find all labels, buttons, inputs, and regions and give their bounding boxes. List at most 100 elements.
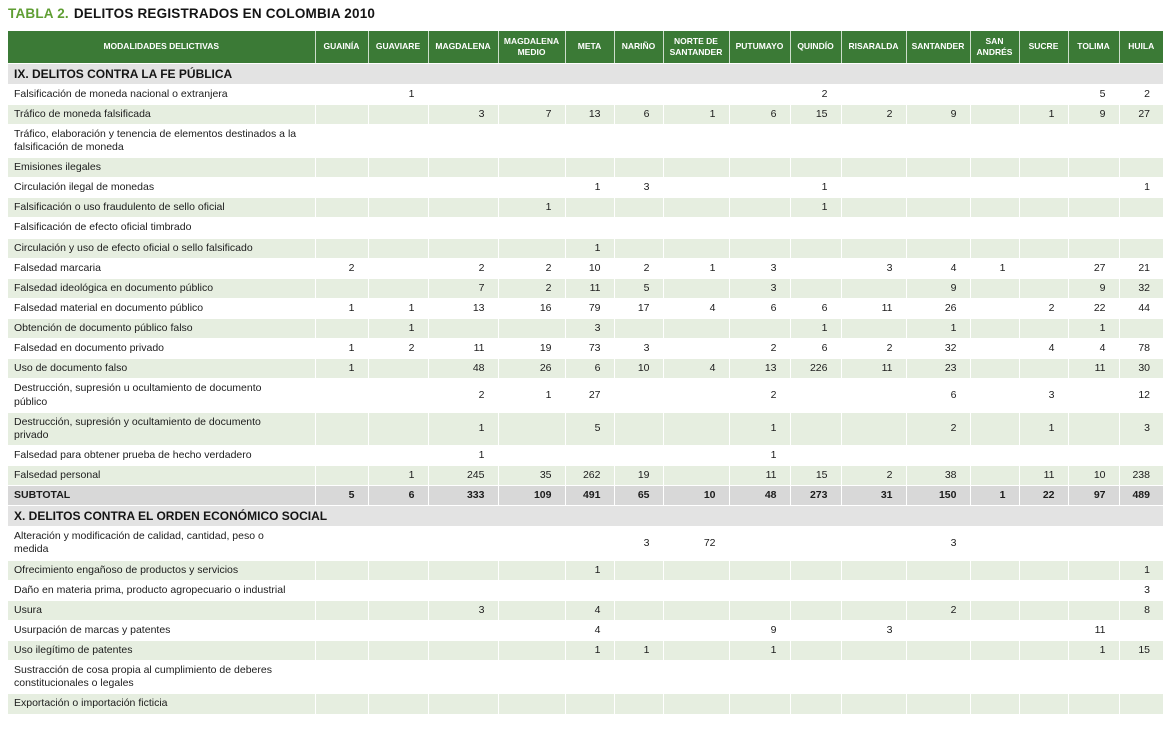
value-cell	[315, 445, 369, 467]
value-cell	[790, 157, 842, 179]
value-cell: 3	[841, 258, 907, 279]
value-cell	[315, 104, 369, 125]
value-cell: 491	[565, 485, 615, 507]
header-row: MODALIDADES DELICTIVAS GUAINÍA GUAVIARE MAG…	[8, 31, 1163, 64]
value-cell: 23	[906, 358, 971, 380]
value-cell	[315, 378, 369, 413]
column-header-modalidades-delictivas: MODALIDADES DELICTIVAS	[8, 31, 316, 64]
value-cell: 11	[841, 358, 907, 380]
value-cell: 150	[906, 485, 971, 507]
value-cell: 1	[315, 338, 369, 360]
value-cell: 1	[790, 318, 842, 340]
value-cell: 2	[729, 338, 791, 360]
value-cell: 238	[1119, 465, 1163, 487]
value-cell	[498, 640, 566, 662]
table-row: Falsedad marcaria 2 2 2 10 2 1 3 3 4 1 27 21	[8, 258, 1163, 279]
value-cell: 5	[614, 278, 664, 299]
value-cell	[729, 660, 791, 695]
table-row: Daño en materia prima, producto agropecu…	[8, 580, 1163, 601]
value-cell	[428, 157, 499, 179]
value-cell	[1019, 318, 1069, 340]
value-cell	[841, 640, 907, 662]
value-cell	[841, 278, 907, 299]
value-cell	[315, 238, 369, 259]
value-cell: 3	[614, 177, 664, 199]
table-row: Destrucción, supresión u ocultamiento de…	[8, 378, 1163, 413]
value-cell	[1068, 238, 1120, 259]
value-cell	[1019, 620, 1069, 642]
value-cell	[315, 640, 369, 662]
value-cell	[428, 640, 499, 662]
value-cell: 1	[1119, 177, 1163, 199]
value-cell	[663, 600, 730, 621]
value-cell: 32	[906, 338, 971, 360]
value-cell	[315, 580, 369, 601]
value-cell	[315, 177, 369, 199]
value-cell	[663, 465, 730, 487]
table-row: Sustracción de cosa propia al cumplimien…	[8, 660, 1163, 695]
value-cell: 2	[614, 258, 664, 279]
column-header-1: GUAVIARE	[368, 31, 429, 64]
value-cell: 8	[1119, 600, 1163, 621]
value-cell: 3	[906, 526, 971, 561]
value-cell	[970, 412, 1020, 446]
value-cell	[315, 217, 369, 239]
row-label: Circulación ilegal de monedas	[8, 177, 316, 199]
value-cell	[1068, 560, 1120, 581]
value-cell	[565, 217, 615, 239]
value-cell	[368, 177, 429, 199]
value-cell	[970, 104, 1020, 125]
value-cell	[565, 124, 615, 159]
table-row: Falsedad personal 1 245 35 262 19 11 15 2 38 11 10 2…	[8, 465, 1163, 487]
value-cell	[790, 600, 842, 621]
value-cell: 1	[790, 197, 842, 219]
value-cell: 1	[368, 298, 429, 320]
value-cell	[663, 278, 730, 299]
value-cell	[614, 560, 664, 581]
column-header-12: SUCRE	[1019, 31, 1069, 64]
value-cell	[841, 580, 907, 601]
value-cell: 4	[1019, 338, 1069, 360]
value-cell	[906, 560, 971, 581]
value-cell	[906, 640, 971, 662]
value-cell: 1	[315, 298, 369, 320]
value-cell: 11	[428, 338, 499, 360]
value-cell	[498, 526, 566, 561]
value-cell: 22	[1019, 485, 1069, 507]
value-cell	[729, 600, 791, 621]
value-cell	[498, 620, 566, 642]
row-label: Sustracción de cosa propia al cumplimien…	[8, 660, 316, 695]
crimes-table: MODALIDADES DELICTIVAS GUAINÍA GUAVIARE MAG…	[8, 31, 1163, 715]
value-cell	[565, 84, 615, 105]
value-cell	[970, 526, 1020, 561]
value-cell	[565, 580, 615, 601]
value-cell	[970, 640, 1020, 662]
value-cell	[663, 318, 730, 340]
value-cell: 30	[1119, 358, 1163, 380]
row-label: Daño en materia prima, producto agropecu…	[8, 580, 316, 601]
row-label: Destrucción, supresión y ocultamiento de…	[8, 412, 316, 446]
value-cell	[841, 177, 907, 199]
row-label: Usurpación de marcas y patentes	[8, 620, 316, 642]
table-row: Tráfico, elaboración y tenencia de eleme…	[8, 124, 1163, 159]
value-cell: 489	[1119, 485, 1163, 507]
value-cell	[368, 358, 429, 380]
value-cell	[1068, 124, 1120, 159]
value-cell: 1	[614, 640, 664, 662]
value-cell: 9	[1068, 278, 1120, 299]
value-cell	[790, 640, 842, 662]
value-cell: 32	[1119, 278, 1163, 299]
value-cell: 2	[906, 600, 971, 621]
value-cell	[970, 465, 1020, 487]
value-cell: 16	[498, 298, 566, 320]
value-cell: 4	[565, 620, 615, 642]
value-cell: 1	[498, 378, 566, 413]
value-cell	[315, 560, 369, 581]
value-cell: 19	[614, 465, 664, 487]
value-cell	[428, 526, 499, 561]
value-cell	[614, 660, 664, 695]
value-cell	[498, 412, 566, 446]
value-cell: 1	[1068, 640, 1120, 662]
value-cell	[315, 693, 369, 715]
value-cell	[1019, 445, 1069, 467]
